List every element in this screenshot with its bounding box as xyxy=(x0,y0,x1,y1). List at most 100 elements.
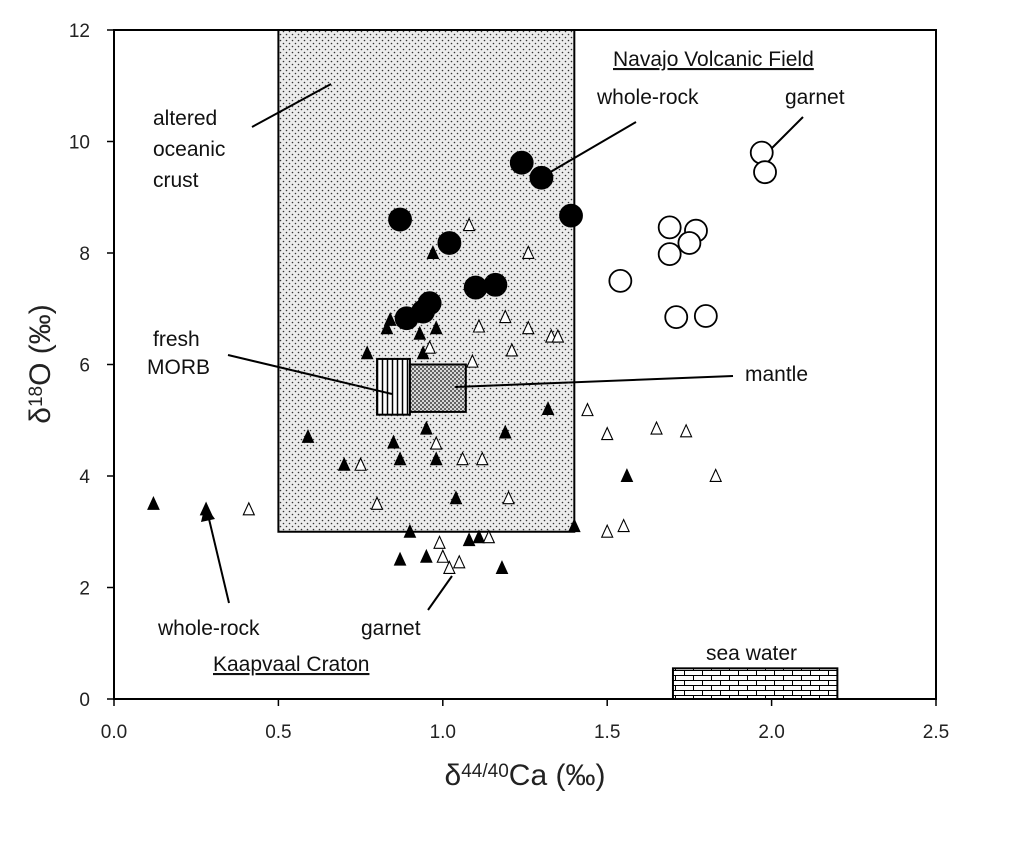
kaapvaal-whole-rock-label: whole-rock xyxy=(157,617,260,640)
morb-leader-line xyxy=(227,354,393,395)
kaapvaal-craton-garnet-point xyxy=(521,320,535,335)
kaapvaal-craton-garnet-point xyxy=(502,490,515,505)
kaapvaal-craton-whole-rock-point xyxy=(495,560,509,574)
aoc-label-line3: crust xyxy=(153,169,199,192)
y-tick-label: 4 xyxy=(79,467,90,488)
kaapvaal-craton-garnet-point xyxy=(354,456,367,471)
kaapvaal-craton-garnet-point xyxy=(423,339,437,354)
kaapvaal-craton-whole-rock-point xyxy=(620,468,634,482)
x-tick-label: 0.5 xyxy=(265,722,291,743)
kaapvaal-craton-whole-rock-point xyxy=(360,345,374,360)
kaapvaal-craton-garnet-point xyxy=(452,554,466,569)
series-navajo-volcanic-field-garnet xyxy=(608,140,777,330)
kaapvaal-craton-whole-rock-point xyxy=(420,420,433,435)
kaapvaal-craton-garnet-point xyxy=(482,529,496,544)
kaapvaal-craton-whole-rock-point xyxy=(462,532,476,547)
points-layer xyxy=(147,140,777,574)
kaapvaal-craton-garnet-point xyxy=(709,468,723,482)
aoc-label-line1: altered xyxy=(153,107,217,130)
y-tick-label: 6 xyxy=(79,356,90,377)
x-axis-title: δ44/40Ca (‰) xyxy=(445,759,606,792)
kaapvaal-craton-garnet-point xyxy=(498,309,512,324)
navajo-volcanic-field-whole-rock-point xyxy=(417,291,442,316)
kaapvaal-craton-whole-rock-point xyxy=(301,429,315,443)
kaapvaal-craton-whole-rock-point xyxy=(426,245,440,259)
kaapvaal-craton-garnet-point xyxy=(242,501,256,516)
series-kaapvaal-craton-whole-rock xyxy=(147,245,634,574)
kaapvaal-craton-whole-rock-point xyxy=(420,548,433,563)
navajo-whole-rock-leader-line xyxy=(546,121,637,175)
kaapvaal-garnet-label: garnet xyxy=(361,617,421,640)
kaapvaal-header: Kaapvaal Craton xyxy=(213,653,369,676)
region-sea-water xyxy=(671,667,839,701)
morb-label-line1: fresh xyxy=(153,328,200,351)
kaapvaal-craton-garnet-point xyxy=(521,245,535,259)
navajo-volcanic-field-garnet-point xyxy=(753,160,777,185)
kaapvaal-craton-whole-rock-point xyxy=(403,523,417,538)
x-tick-label: 0.0 xyxy=(101,722,127,743)
kaapvaal-craton-whole-rock-point xyxy=(199,501,213,516)
mantle-leader-line xyxy=(454,375,734,388)
kaapvaal-craton-garnet-point xyxy=(443,560,456,574)
kaapvaal-craton-whole-rock-point xyxy=(472,529,486,544)
kaapvaal-craton-whole-rock-point xyxy=(429,451,443,466)
navajo-volcanic-field-whole-rock-point xyxy=(509,150,534,175)
kaapvaal-craton-whole-rock-point xyxy=(541,401,555,416)
kaapvaal-craton-garnet-point xyxy=(551,328,565,343)
navajo-header: Navajo Volcanic Field xyxy=(613,48,814,71)
x-tick-label: 1.5 xyxy=(594,722,620,743)
y-tick-label: 12 xyxy=(69,21,90,42)
kaapvaal-craton-garnet-point xyxy=(600,523,614,538)
aoc-leader-line xyxy=(251,83,332,128)
region-fresh-morb xyxy=(376,357,411,416)
x-tick-label: 2.0 xyxy=(758,722,784,743)
kaapvaal-craton-garnet-point xyxy=(429,435,443,450)
kaapvaal-whole-rock-arrow xyxy=(201,505,230,604)
navajo-volcanic-field-whole-rock-point xyxy=(388,207,412,232)
navajo-volcanic-field-whole-rock-point xyxy=(463,275,488,300)
aoc-label-line2: oceanic xyxy=(153,138,225,161)
kaapvaal-craton-garnet-point xyxy=(679,423,693,438)
y-tick-label: 10 xyxy=(69,133,90,154)
leader-lines xyxy=(227,83,804,611)
kaapvaal-craton-whole-rock-point xyxy=(380,320,394,335)
morb-label-line2: MORB xyxy=(147,356,210,379)
x-tick-label: 1.0 xyxy=(430,722,456,743)
navajo-volcanic-field-garnet-point xyxy=(657,242,682,267)
series-kaapvaal-craton-garnet xyxy=(242,217,723,574)
sea-water-label: sea water xyxy=(706,642,797,665)
y-tick-label: 0 xyxy=(79,690,90,711)
navajo-whole-rock-label: whole-rock xyxy=(596,86,699,109)
kaapvaal-craton-garnet-point xyxy=(370,495,384,510)
kaapvaal-craton-garnet-point xyxy=(581,402,594,417)
navajo-volcanic-field-whole-rock-point xyxy=(559,203,583,228)
kaapvaal-craton-whole-rock-point xyxy=(413,325,427,340)
kaapvaal-craton-garnet-point xyxy=(617,518,630,533)
navajo-volcanic-field-garnet-point xyxy=(749,140,774,165)
kaapvaal-craton-garnet-point xyxy=(472,318,486,333)
region-altered-oceanic-crust xyxy=(277,29,576,533)
kaapvaal-craton-whole-rock-point xyxy=(567,518,581,533)
kaapvaal-craton-garnet-point xyxy=(475,451,489,466)
kaapvaal-craton-garnet-point xyxy=(456,451,469,466)
y-tick-label: 2 xyxy=(79,579,90,600)
y-tick-label: 8 xyxy=(79,244,90,265)
kaapvaal-craton-whole-rock-point xyxy=(393,551,407,566)
kaapvaal-craton-whole-rock-point xyxy=(387,434,400,449)
region-mantle xyxy=(408,363,467,413)
kaapvaal-craton-garnet-point xyxy=(433,534,446,549)
kaapvaal-craton-garnet-point xyxy=(650,420,663,435)
navajo-garnet-label: garnet xyxy=(785,86,845,109)
kaapvaal-craton-whole-rock-point xyxy=(449,490,463,505)
kaapvaal-craton-garnet-point xyxy=(462,217,476,232)
navajo-volcanic-field-garnet-point xyxy=(693,304,718,328)
mantle-label: mantle xyxy=(745,363,808,386)
kaapvaal-craton-whole-rock-point xyxy=(393,451,407,466)
x-tick-label: 2.5 xyxy=(923,722,949,743)
y-axis-title: δ18O (‰) xyxy=(24,304,57,424)
navajo-volcanic-field-whole-rock-point xyxy=(529,165,554,190)
axis-ticks: 0.0 0.5 1.0 1.5 2.0 2.5 0 2 4 6 8 10 12 xyxy=(69,21,949,743)
kaapvaal-garnet-leader-line xyxy=(427,575,453,611)
regions-layer xyxy=(277,29,839,701)
